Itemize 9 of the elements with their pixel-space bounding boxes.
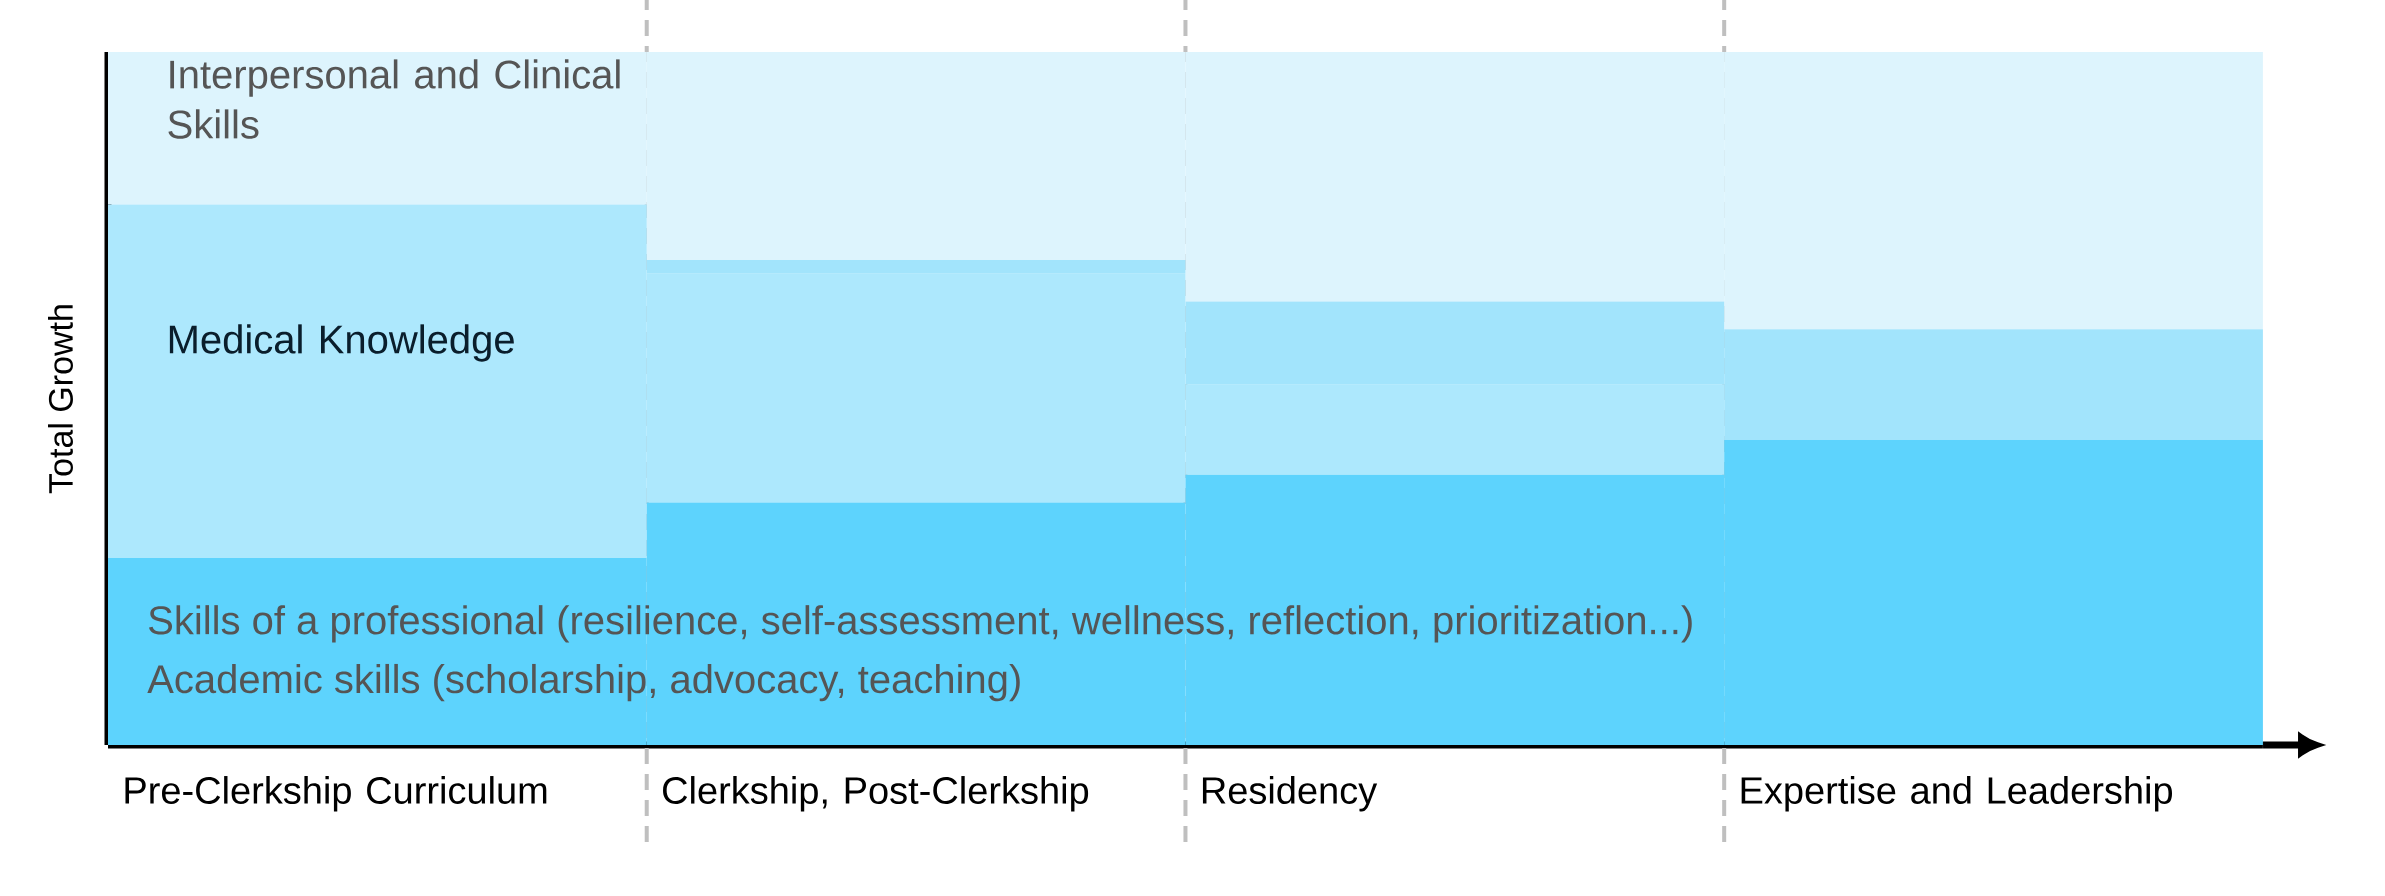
y-axis-title: Total Growth: [48, 305, 73, 494]
annotation: Interpersonal and Clinical Skills: [168, 59, 620, 139]
annotation: Medical Knowledge: [169, 324, 514, 362]
x-tick-label: Expertise and Leadership: [1741, 776, 2173, 812]
annotation: Skills of a professional (resilience, self-assessment, wellness, reflection, prioritization...): [149, 605, 1692, 643]
annotation: Academic skills (scholarship, advocacy, teaching): [147, 663, 1020, 702]
x-tick-label: Pre-Clerkship Curriculum: [125, 776, 547, 812]
x-tick-label: Residency: [1202, 776, 1378, 812]
x-tick-label: Clerkship, Post-Clerkship: [663, 776, 1089, 812]
